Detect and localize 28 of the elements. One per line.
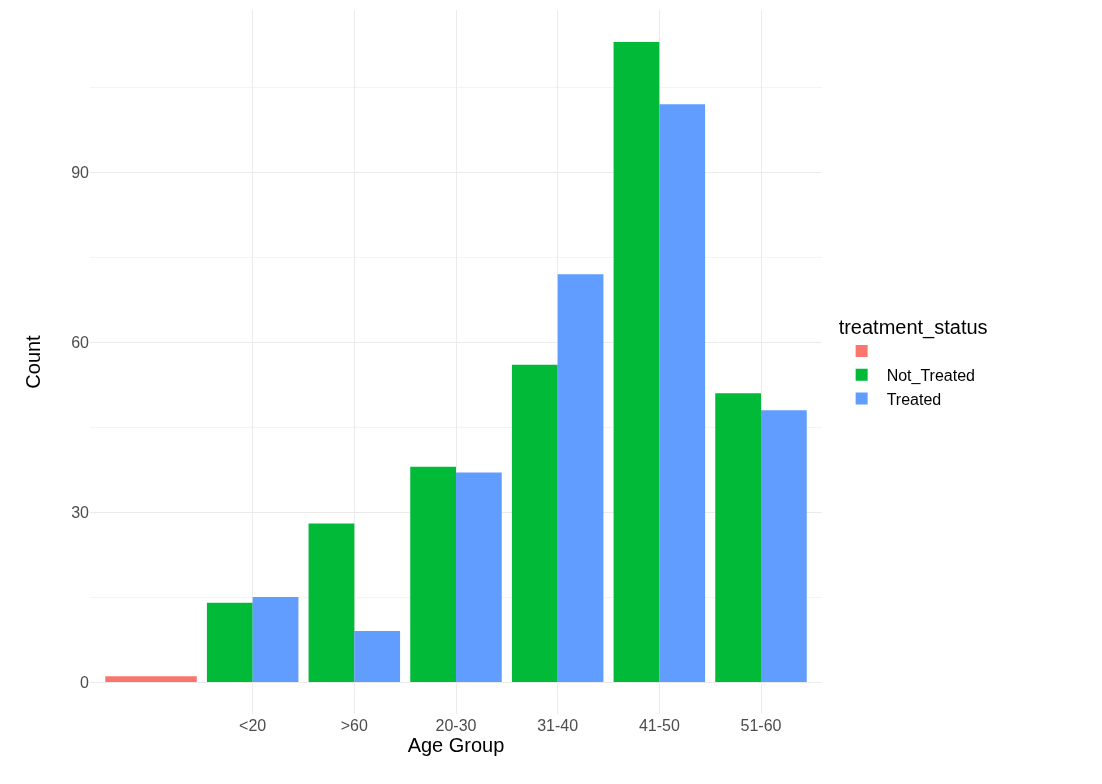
bar bbox=[659, 104, 706, 682]
y-tick-label: 30 bbox=[71, 503, 90, 521]
legend-title: treatment_status bbox=[838, 316, 988, 339]
x-axis-title: Age Group bbox=[407, 734, 505, 756]
y-axis-title: Count bbox=[22, 334, 44, 389]
bar bbox=[105, 676, 197, 682]
x-tick-label: 51-60 bbox=[740, 717, 782, 734]
legend-label: Treated bbox=[886, 390, 942, 408]
bar bbox=[252, 597, 299, 682]
y-tick-label: 0 bbox=[80, 673, 90, 691]
x-tick-label: 41-50 bbox=[638, 717, 680, 734]
bar bbox=[456, 472, 502, 682]
bar bbox=[410, 466, 456, 682]
bar bbox=[715, 393, 761, 682]
bar bbox=[354, 631, 401, 682]
x-tick-label: >60 bbox=[340, 717, 368, 734]
bar bbox=[511, 364, 558, 682]
bar bbox=[308, 523, 355, 682]
bar bbox=[761, 410, 807, 682]
x-tick-label: <20 bbox=[239, 717, 267, 734]
x-tick-label: 31-40 bbox=[537, 717, 579, 734]
x-tick-label: 20-30 bbox=[435, 717, 477, 734]
y-tick-label: 60 bbox=[71, 333, 90, 351]
bar bbox=[557, 274, 604, 682]
legend-label: Not_Treated bbox=[886, 366, 975, 385]
bar bbox=[206, 602, 253, 682]
bar bbox=[613, 42, 660, 682]
y-tick-label: 90 bbox=[71, 163, 90, 181]
